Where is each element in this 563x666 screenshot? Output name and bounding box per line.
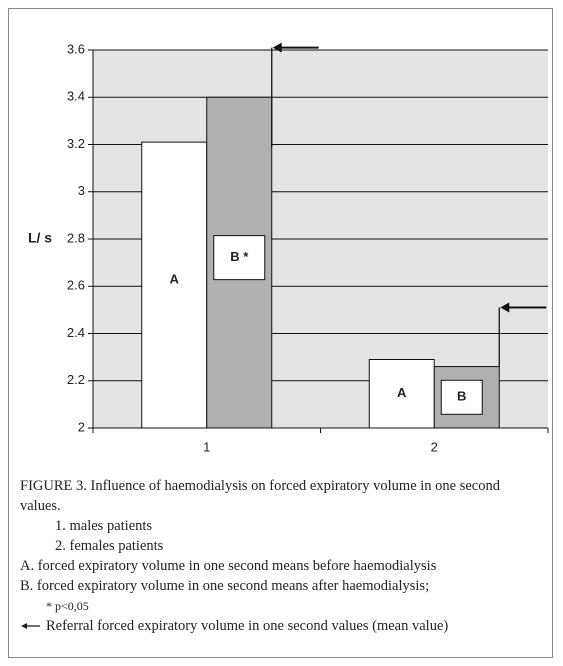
y-tick-label: 3.2 (67, 136, 85, 151)
bar-label: A (170, 272, 180, 287)
caption-legend: Referral forced expiratory volume in one… (46, 618, 449, 634)
bar-label: B (457, 389, 466, 404)
label-box (213, 235, 266, 281)
y-tick-label: 3 (78, 183, 85, 198)
x-tick-label: 1 (203, 439, 210, 454)
caption: FIGURE 3. Influence of haemodialysis on … (20, 476, 550, 636)
caption-group: 1. males patients (55, 518, 153, 534)
bar (141, 141, 208, 429)
y-tick-label: 2.8 (67, 230, 85, 245)
y-tick-label: 3.4 (67, 89, 85, 104)
referral-arrowhead (272, 42, 282, 53)
referral-arrowhead (500, 302, 510, 313)
y-tick-label: 2 (78, 419, 85, 434)
legend-arrow (21, 623, 40, 629)
bar-label: B * (230, 249, 249, 264)
label-box (440, 379, 483, 415)
y-tick-label: 3.6 (67, 41, 85, 56)
caption-item: A. forced expiratory volume in one secon… (20, 558, 437, 574)
y-tick-label: 2.4 (67, 325, 85, 340)
y-axis-label: L/ s (28, 230, 52, 246)
bar-label: A (397, 385, 407, 400)
caption-legend-row: Referral forced expiratory volume in one… (20, 616, 550, 636)
caption-note: * p<0,05 (46, 599, 89, 613)
x-tick-label: 2 (431, 439, 438, 454)
y-tick-label: 2.6 (67, 278, 85, 293)
y-tick-label: 2.2 (67, 372, 85, 387)
caption-group: 2. females patients (55, 538, 164, 554)
caption-item: B. forced expiratory volume in one secon… (20, 578, 430, 594)
frame (8, 8, 553, 658)
caption-title: FIGURE 3. Influence of haemodialysis on … (20, 478, 500, 514)
chart: L/ s 2 2.2 2.4 2.6 2.8 3 3.2 3.4 3.6 1 A B * 2 A B (28, 41, 549, 454)
